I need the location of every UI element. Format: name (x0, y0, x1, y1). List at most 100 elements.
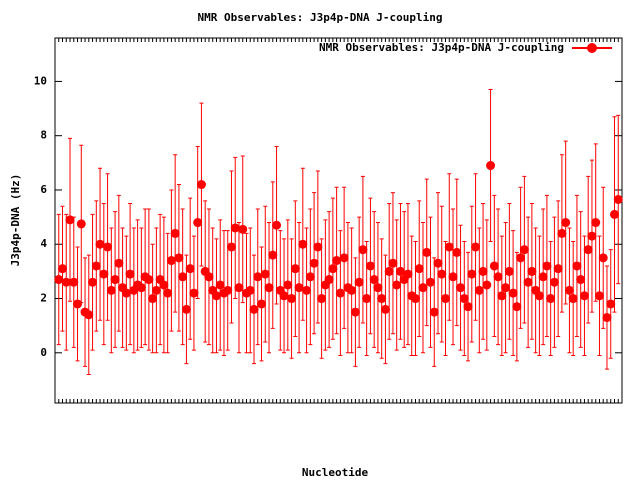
data-point (501, 283, 511, 293)
data-point (305, 272, 315, 282)
data-point (125, 269, 135, 279)
data-point (429, 307, 439, 317)
data-point (546, 294, 556, 304)
data-point (478, 266, 488, 276)
data-point (384, 266, 394, 276)
y-axis-label: J3p4p-DNA (Hz) (9, 174, 22, 267)
data-point (467, 269, 477, 279)
data-point (121, 288, 131, 298)
data-point (61, 277, 71, 287)
data-point (557, 228, 567, 238)
data-point (317, 294, 327, 304)
data-point (148, 294, 158, 304)
data-point (471, 242, 481, 252)
data-point (76, 219, 86, 229)
data-point (166, 256, 176, 266)
data-point (103, 242, 113, 252)
data-point (377, 294, 387, 304)
data-point (91, 261, 101, 271)
data-point (260, 269, 270, 279)
x-axis-label: Nucleotide (302, 466, 369, 479)
data-point (609, 209, 619, 219)
data-point (253, 272, 263, 282)
data-point (456, 283, 466, 293)
data-point (110, 275, 120, 285)
y-tick-label: 8 (40, 129, 47, 142)
data-point (489, 261, 499, 271)
data-point (606, 299, 616, 309)
chart-title: NMR Observables: J3p4p-DNA J-coupling (197, 11, 442, 24)
data-point (350, 307, 360, 317)
data-point (234, 283, 244, 293)
data-point (358, 245, 368, 255)
data-point (452, 247, 462, 257)
data-point (403, 269, 413, 279)
data-point (298, 239, 308, 249)
data-point (204, 272, 214, 282)
y-tick-label: 2 (40, 292, 47, 305)
data-point (591, 218, 601, 228)
y-tick-label: 0 (40, 346, 47, 359)
data-point (230, 223, 240, 233)
data-point (433, 258, 443, 268)
data-point (185, 264, 195, 274)
data-point (437, 269, 447, 279)
data-point (313, 242, 323, 252)
data-point (84, 310, 94, 320)
data-point (245, 285, 255, 295)
data-point (527, 266, 537, 276)
data-point (309, 258, 319, 268)
data-point (425, 277, 435, 287)
data-point (287, 294, 297, 304)
data-point (223, 285, 233, 295)
data-point (422, 247, 432, 257)
data-point (283, 280, 293, 290)
data-point (170, 228, 180, 238)
data-point (163, 288, 173, 298)
data-point (114, 258, 124, 268)
data-point (69, 277, 79, 287)
data-point (238, 224, 248, 234)
data-point (583, 245, 593, 255)
data-point (613, 194, 623, 204)
data-point (257, 299, 267, 309)
data-point (144, 275, 154, 285)
data-point (324, 275, 334, 285)
data-point (302, 285, 312, 295)
data-point (178, 272, 188, 282)
data-point (249, 304, 259, 314)
data-point (441, 294, 451, 304)
data-point (290, 264, 300, 274)
data-point (463, 302, 473, 312)
data-point (159, 280, 169, 290)
data-point (365, 261, 375, 271)
data-point (339, 253, 349, 263)
data-point (516, 253, 526, 263)
data-point (369, 275, 379, 285)
data-point (193, 218, 203, 228)
data-point (226, 242, 236, 252)
data-point (388, 258, 398, 268)
data-point (58, 264, 68, 274)
legend-label: NMR Observables: J3p4p-DNA J-coupling (319, 41, 564, 54)
data-point (553, 264, 563, 274)
data-point (95, 239, 105, 249)
data-point (523, 277, 533, 287)
data-point (347, 285, 357, 295)
data-point (564, 285, 574, 295)
data-point (594, 291, 604, 301)
data-point (211, 291, 221, 301)
data-point (549, 277, 559, 287)
data-point (151, 285, 161, 295)
data-point (579, 291, 589, 301)
data-point (268, 250, 278, 260)
data-point (215, 280, 225, 290)
data-point (497, 291, 507, 301)
data-point (459, 294, 469, 304)
data-point (414, 264, 424, 274)
data-point (561, 218, 571, 228)
data-point (279, 291, 289, 301)
data-point (294, 283, 304, 293)
data-point (482, 280, 492, 290)
